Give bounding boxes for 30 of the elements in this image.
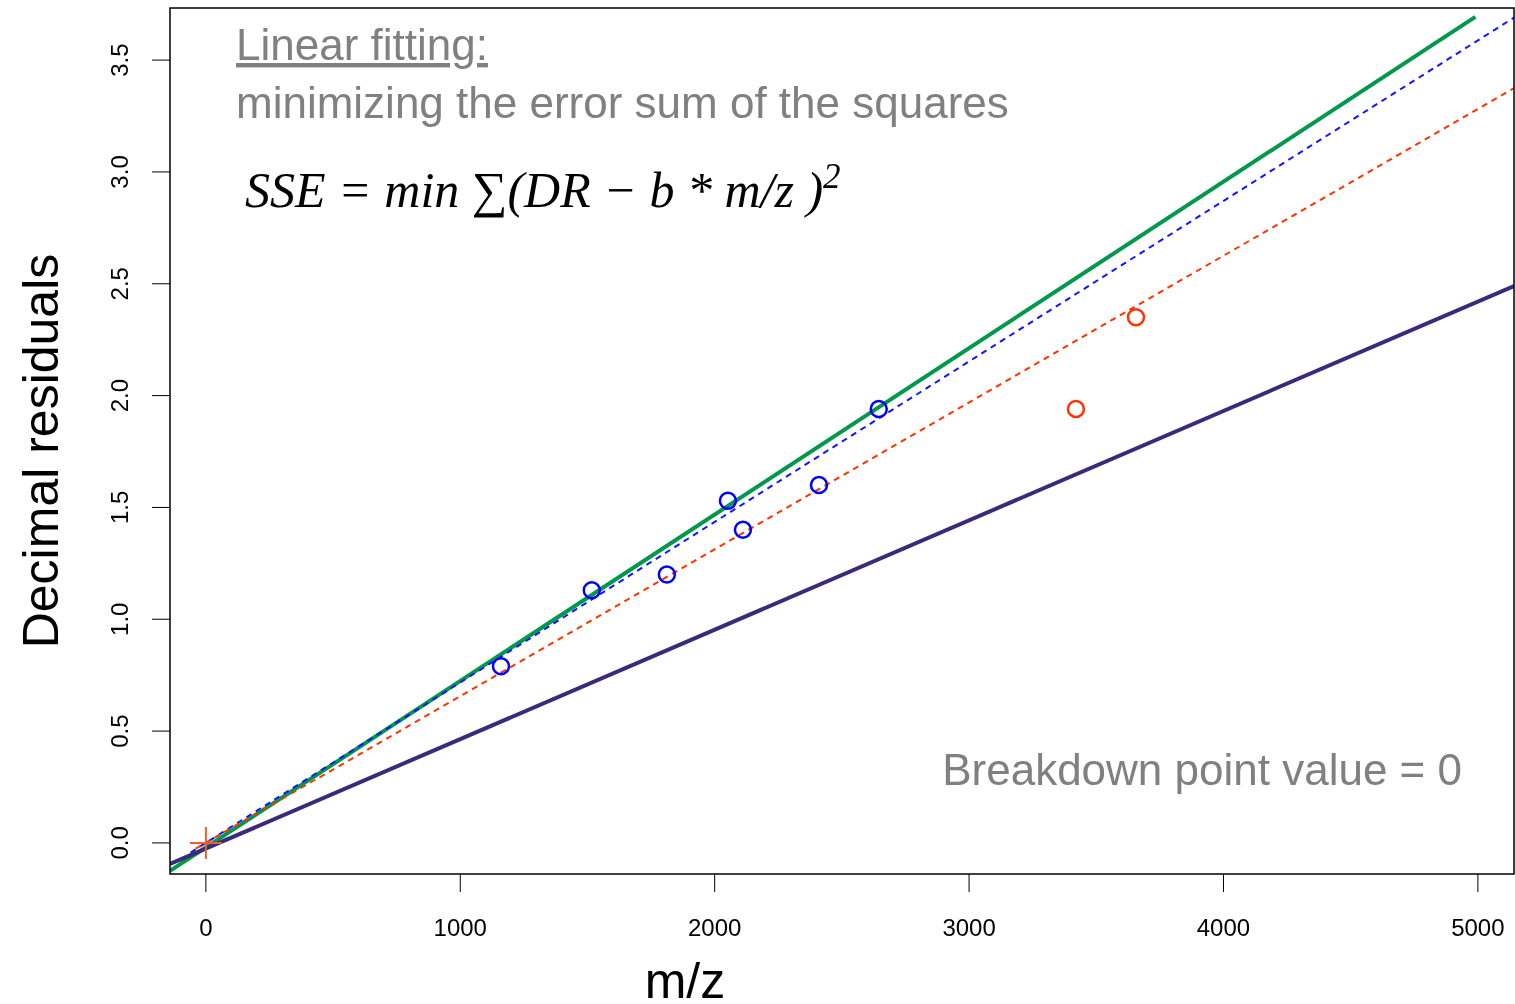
annotation: SSE = min ∑(DR − b * m/z )$^{2}$ xyxy=(245,156,841,218)
point xyxy=(1066,399,1086,419)
annotation: Breakdown point value = 0 xyxy=(942,745,1462,794)
y-tick-label: 1.5 xyxy=(106,490,133,525)
point xyxy=(718,491,738,510)
y-tick-label: 0.5 xyxy=(106,714,133,748)
y-tick-label: 2.5 xyxy=(106,267,133,301)
point xyxy=(582,580,602,600)
x-tick-label: 3000 xyxy=(942,914,996,941)
y-tick-label: 0.0 xyxy=(106,826,133,860)
x-tick-label: 5000 xyxy=(1451,914,1505,941)
x-tick-label: 1000 xyxy=(433,914,487,941)
point xyxy=(189,826,222,859)
y-tick-label: 3.5 xyxy=(106,43,133,77)
y-axis-title: Decimal residuals xyxy=(13,253,69,649)
x-axis-title: m/z xyxy=(644,953,726,1004)
point xyxy=(491,656,511,676)
x-tick-label: 2000 xyxy=(687,914,742,941)
x-tick-label: 0 xyxy=(199,914,213,941)
y-tick-label: 1.0 xyxy=(106,602,133,636)
annotation: minimizing the error sum of the squares xyxy=(236,78,1009,127)
y-tick-label: 2.0 xyxy=(106,378,133,413)
y-tick-label: 3.0 xyxy=(106,155,133,189)
annotation: Linear fitting: xyxy=(236,20,488,69)
point xyxy=(869,399,889,419)
point xyxy=(1126,308,1146,327)
point xyxy=(809,475,829,495)
x-tick-label: 4000 xyxy=(1196,914,1251,941)
point xyxy=(657,565,677,584)
point xyxy=(733,520,753,540)
